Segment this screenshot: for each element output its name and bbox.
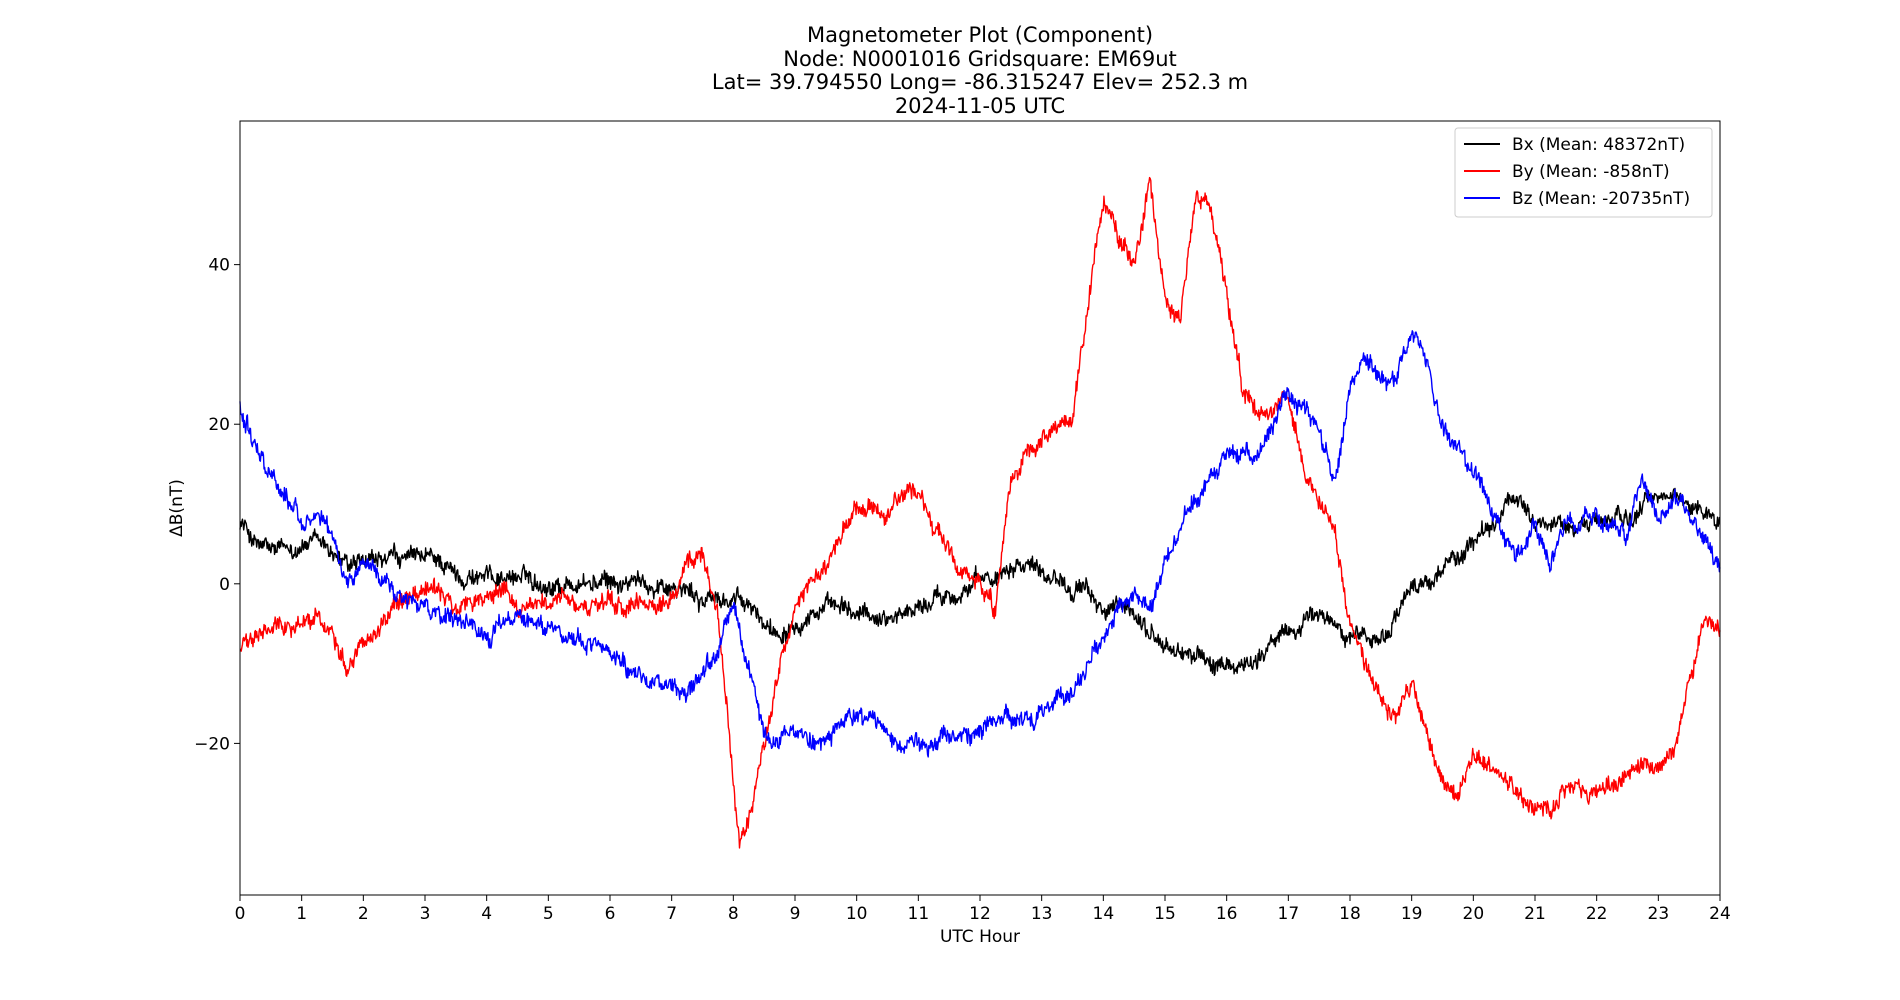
x-tick-label: 23 (1648, 904, 1670, 924)
x-tick-label: 17 (1278, 904, 1300, 924)
y-axis-label: ΔB(nT) (167, 479, 187, 537)
x-tick-label: 8 (728, 904, 739, 924)
x-tick-label: 10 (846, 904, 868, 924)
x-tick-label: 13 (1031, 904, 1053, 924)
x-axis-label: UTC Hour (940, 927, 1020, 947)
legend-label-bz: Bz (Mean: -20735nT) (1512, 189, 1690, 209)
x-tick-label: 16 (1216, 904, 1238, 924)
legend-box (1454, 127, 1713, 218)
y-tick-label: 40 (208, 256, 230, 276)
x-tick-label: 6 (605, 904, 616, 924)
legend-label-by: By (Mean: -858nT) (1512, 162, 1670, 182)
y-tick-label: 20 (208, 415, 230, 435)
x-tick-label: 18 (1339, 904, 1361, 924)
legend-label-bx: Bx (Mean: 48372nT) (1512, 135, 1685, 155)
x-tick-label: 9 (790, 904, 801, 924)
title-line-1: Magnetometer Plot (Component) (807, 23, 1153, 47)
series-line-bz (239, 330, 1721, 758)
series-lines (239, 176, 1721, 849)
legend: Bx (Mean: 48372nT) By (Mean: -858nT) Bz … (1454, 127, 1713, 218)
x-tick-label: 14 (1093, 904, 1115, 924)
title-line-2: Node: N0001016 Gridsquare: EM69ut (783, 47, 1176, 71)
x-tick-label: 15 (1154, 904, 1176, 924)
x-tick-label: 3 (420, 904, 431, 924)
x-tick-label: 20 (1463, 904, 1485, 924)
y-axis: −20 0 20 40 (194, 256, 240, 754)
x-tick-label: 22 (1586, 904, 1608, 924)
x-tick-label: 0 (235, 904, 246, 924)
x-tick-label: 24 (1709, 904, 1731, 924)
series-line-by (239, 176, 1721, 849)
y-tick-label: 0 (219, 575, 230, 595)
x-tick-label: 21 (1524, 904, 1546, 924)
x-tick-label: 7 (666, 904, 677, 924)
x-tick-label: 5 (543, 904, 554, 924)
title-line-4: 2024-11-05 UTC (895, 94, 1065, 118)
x-tick-label: 1 (296, 904, 307, 924)
x-tick-label: 19 (1401, 904, 1423, 924)
chart-title: Magnetometer Plot (Component) Node: N000… (712, 23, 1248, 118)
x-axis: 0 1 2 3 4 5 6 7 8 9 10 11 12 13 14 15 16 17 18 19 20 21 22 23 24 (235, 895, 1731, 924)
plot-frame (239, 120, 1721, 896)
x-tick-label: 4 (481, 904, 492, 924)
y-tick-label: −20 (194, 734, 230, 754)
x-tick-label: 2 (358, 904, 369, 924)
title-line-3: Lat= 39.794550 Long= -86.315247 Elev= 25… (712, 70, 1248, 94)
x-tick-label: 11 (908, 904, 930, 924)
x-tick-label: 12 (969, 904, 991, 924)
